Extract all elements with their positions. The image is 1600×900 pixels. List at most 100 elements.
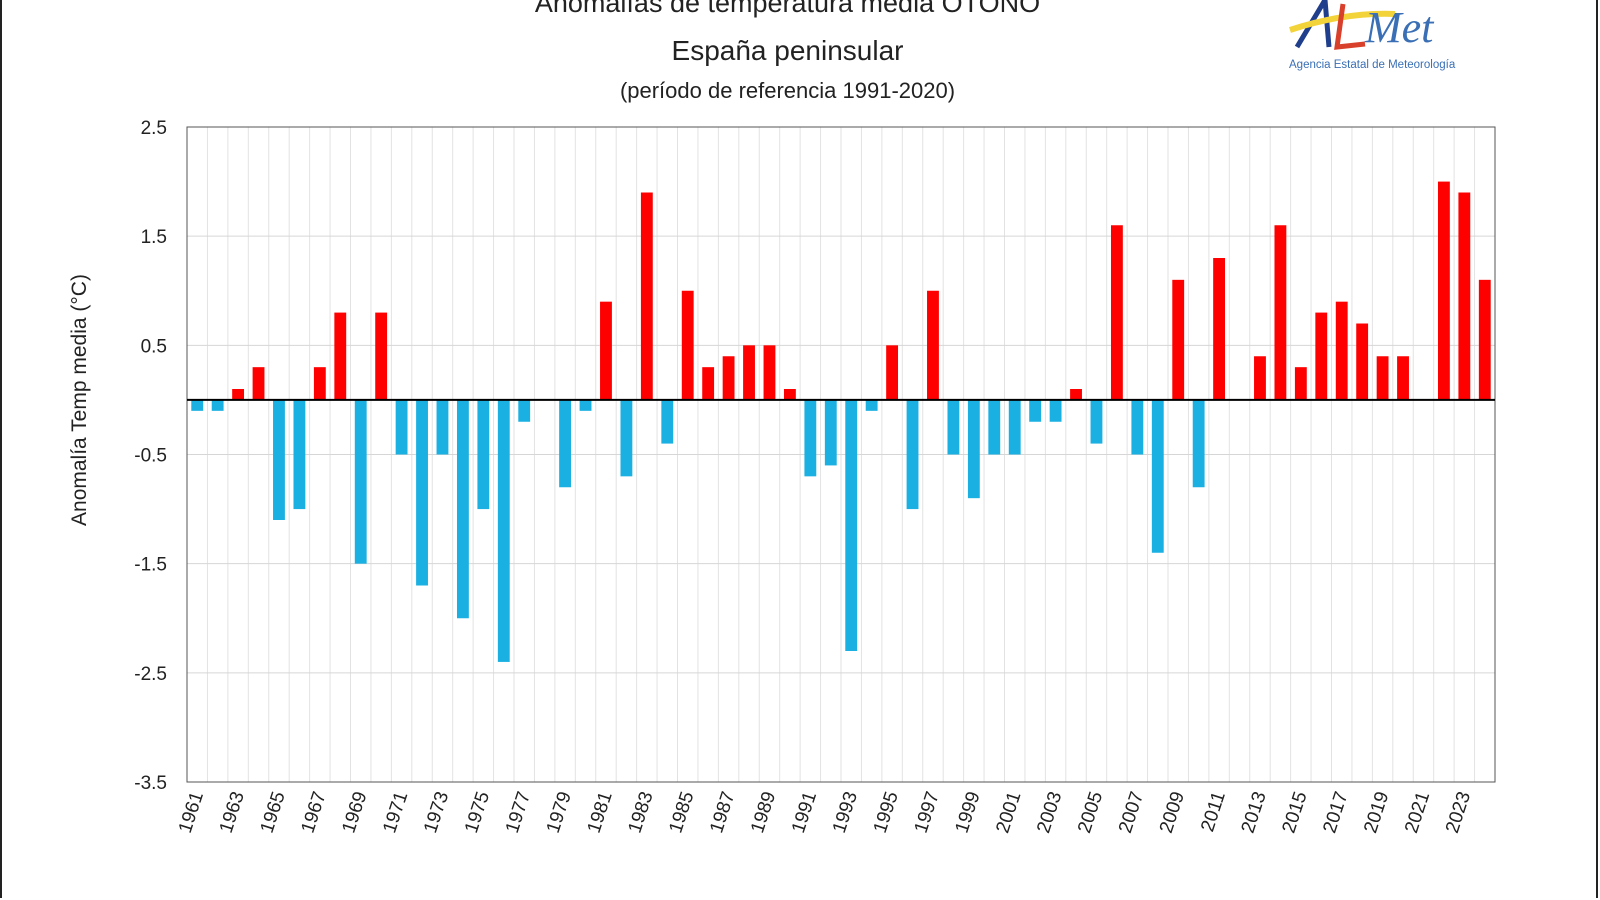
bar-1966 [293, 399, 306, 510]
x-tick-label: 2009 [1156, 789, 1189, 836]
bar-1995 [886, 345, 899, 400]
bar-1973 [436, 399, 449, 455]
bar-1991 [804, 399, 817, 477]
x-tick-label: 1973 [420, 789, 453, 836]
bar-1975 [477, 399, 490, 510]
bar-1998 [947, 399, 960, 455]
x-tick-label: 2003 [1033, 789, 1066, 836]
bar-2013 [1254, 356, 1266, 400]
bar-1967 [313, 367, 326, 400]
bar-1971 [395, 399, 408, 455]
x-tick-label: 1977 [502, 789, 535, 836]
bar-2005 [1090, 399, 1103, 444]
bar-1988 [743, 345, 755, 400]
x-tick-label: 1983 [625, 789, 658, 836]
bar-1979 [559, 399, 572, 488]
bar-1990 [783, 389, 796, 400]
x-tick-label: 1991 [788, 789, 821, 836]
bar-2019 [1376, 356, 1389, 400]
y-tick-label: -0.5 [134, 446, 167, 467]
y-tick-label: 0.5 [141, 336, 167, 357]
bar-1972 [416, 399, 428, 586]
bar-2018 [1356, 323, 1369, 400]
plot-area [186, 126, 1496, 783]
x-tick-label: 2005 [1074, 789, 1107, 836]
bar-2003 [1049, 399, 1062, 422]
x-tick-label: 2023 [1442, 789, 1475, 836]
x-tick-label: 1979 [543, 789, 576, 836]
bar-1980 [579, 399, 592, 411]
x-tick-label: 1987 [706, 789, 739, 836]
y-tick-label: -2.5 [134, 664, 167, 685]
bar-2015 [1294, 367, 1307, 400]
bar-1999 [967, 399, 980, 499]
bar-1961 [191, 399, 204, 411]
x-tick-label: 1993 [829, 789, 862, 836]
x-tick-label: 1989 [747, 789, 780, 836]
chart-title: Anomalías de temperatura media OTOÑO [534, 0, 1041, 18]
x-tick-label: 2007 [1115, 789, 1148, 836]
bar-2016 [1315, 312, 1328, 400]
x-tick-label: 2019 [1360, 789, 1393, 836]
bar-1994 [865, 399, 878, 411]
x-tick-label: 1965 [257, 789, 290, 836]
svg-text:Agencia Estatal de Meteorologí: Agencia Estatal de Meteorología [1289, 59, 1456, 71]
x-tick-label: 1971 [379, 789, 412, 836]
chart-note: (período de referencia 1991-2020) [619, 78, 956, 103]
x-tick-label: 1995 [870, 789, 903, 836]
bar-1989 [763, 345, 776, 400]
bar-2022 [1437, 181, 1450, 400]
bar-1968 [334, 312, 347, 400]
bar-2017 [1335, 301, 1348, 400]
bar-2010 [1192, 399, 1205, 488]
bar-2014 [1274, 225, 1287, 400]
bar-1987 [722, 356, 735, 400]
bar-2004 [1070, 389, 1082, 400]
bar-2008 [1151, 399, 1164, 553]
bar-1963 [232, 389, 245, 400]
bar-2024 [1478, 279, 1491, 400]
x-tick-label: 1975 [461, 789, 494, 836]
svg-text:Met: Met [1364, 3, 1435, 52]
bar-1962 [211, 399, 224, 411]
bar-1997 [927, 290, 939, 400]
x-tick-label: 1997 [911, 789, 944, 836]
x-tick-label: 1985 [665, 789, 698, 836]
y-tick-label: 2.5 [141, 118, 167, 139]
bar-1976 [497, 399, 510, 662]
bar-1992 [824, 399, 837, 466]
bar-1977 [518, 399, 531, 422]
bar-1965 [273, 399, 285, 520]
x-tick-label: 1969 [338, 789, 371, 836]
bar-1964 [252, 367, 265, 400]
bar-1981 [600, 301, 612, 400]
aemet-logo: Met Agencia Estatal de Meteorología [1289, 0, 1456, 71]
bar-2009 [1172, 279, 1185, 400]
bar-1986 [702, 367, 715, 400]
y-tick-label: -3.5 [134, 773, 167, 794]
bar-2002 [1029, 399, 1042, 422]
y-tick-label: -1.5 [134, 555, 167, 576]
bar-2001 [1008, 399, 1021, 455]
bar-1996 [906, 399, 919, 510]
bar-1985 [681, 290, 694, 400]
bar-1974 [456, 399, 469, 619]
bar-2000 [988, 399, 1001, 455]
x-tick-label: 1981 [584, 789, 617, 836]
bar-1993 [845, 399, 858, 651]
bar-1984 [661, 399, 674, 444]
x-tick-label: 2021 [1401, 789, 1434, 836]
bar-1983 [640, 192, 653, 400]
x-tick-label: 2017 [1319, 789, 1352, 836]
bar-1969 [354, 399, 367, 564]
x-tick-label: 1961 [175, 789, 208, 836]
y-tick-label: 1.5 [141, 227, 167, 248]
x-tick-label: 2001 [992, 789, 1025, 836]
x-tick-label: 2015 [1279, 789, 1312, 836]
x-tick-label: 1963 [216, 789, 249, 836]
x-tick-label: 1999 [952, 789, 985, 836]
bar-2006 [1110, 225, 1123, 400]
x-tick-label: 1967 [298, 789, 331, 836]
x-tick-label: 2013 [1238, 789, 1271, 836]
